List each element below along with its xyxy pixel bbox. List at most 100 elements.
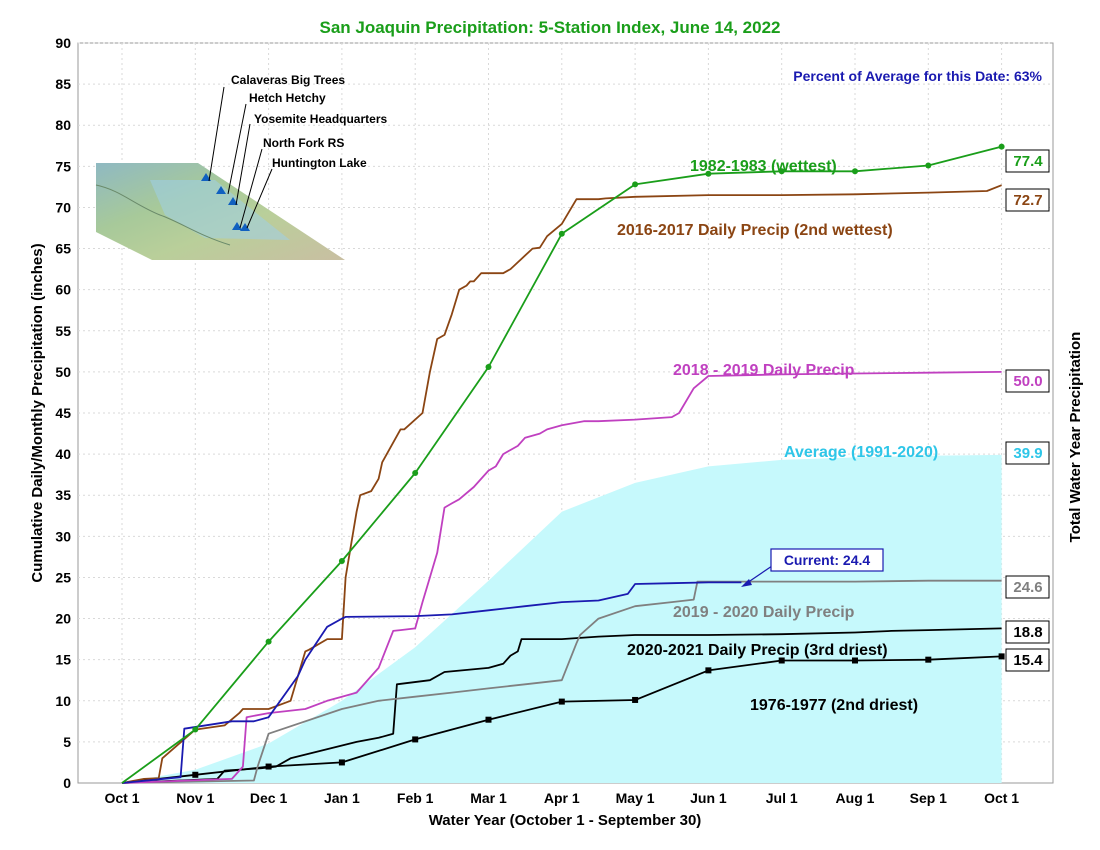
station-label-yosemite: Yosemite Headquarters — [254, 112, 387, 126]
station-label-huntington: Huntington Lake — [272, 156, 367, 170]
series-0-point-1 — [192, 726, 199, 733]
end-value-3: 39.9 — [1013, 445, 1042, 462]
station-label-north-fork: North Fork RS — [263, 136, 344, 150]
end-value-1: 72.7 — [1013, 192, 1042, 209]
series-0-point-9 — [778, 168, 785, 175]
series-label-2018-2019: 2018 - 2019 Daily Precip — [673, 362, 855, 379]
y-axis-right-label: Total Water Year Precipitation — [1067, 332, 1084, 543]
y-tick-75: 75 — [55, 158, 71, 174]
series-0-point-11 — [925, 162, 932, 169]
end-value-box-2 — [1005, 369, 1050, 393]
series-0-point-8 — [705, 170, 712, 177]
end-value-box-1 — [1005, 188, 1050, 212]
end-value-box-3 — [1005, 441, 1050, 465]
series-7-point-10 — [852, 657, 858, 664]
station-pointer-hetch-hetchy — [227, 103, 247, 195]
y-tick-35: 35 — [55, 487, 71, 503]
end-value-0: 77.4 — [1013, 153, 1043, 170]
x-tick-3: Jan 1 — [324, 790, 360, 806]
x-tick-8: Jun 1 — [690, 790, 727, 806]
series-0-point-12 — [998, 143, 1005, 150]
chart-subtitle: Percent of Average for this Date: 63% — [793, 68, 1042, 84]
current-callout-text: Current: 24.4 — [784, 552, 871, 568]
current-callout-box — [770, 548, 884, 572]
x-axis-label: Water Year (October 1 - September 30) — [429, 812, 702, 829]
station-pointer-calaveras — [208, 86, 225, 182]
map-river — [95, 184, 231, 246]
y-tick-90: 90 — [55, 35, 71, 51]
series-7-point-3 — [338, 759, 345, 766]
series-0-point-6 — [558, 230, 565, 237]
end-value-box-5 — [1005, 575, 1050, 599]
x-tick-1: Nov 1 — [176, 790, 214, 806]
series-7-point-8 — [705, 667, 712, 674]
station-label-hetch-hetchy: Hetch Hetchy — [249, 91, 326, 105]
end-value-2: 50.0 — [1013, 373, 1042, 390]
station-label-calaveras: Calaveras Big Trees — [231, 73, 345, 87]
x-tick-11: Sep 1 — [910, 790, 948, 806]
y-tick-40: 40 — [55, 446, 71, 462]
y-tick-70: 70 — [55, 199, 71, 215]
end-value-6: 18.8 — [1013, 624, 1042, 641]
y-tick-65: 65 — [55, 241, 71, 257]
series-7-point-9 — [778, 657, 785, 664]
y-tick-60: 60 — [55, 282, 71, 298]
end-value-box-7 — [1005, 648, 1050, 672]
series-label-2019-2020: 2019 - 2020 Daily Precip — [673, 604, 855, 621]
series-label-1982-1983: 1982-1983 (wettest) — [690, 158, 837, 175]
series-0-point-3 — [338, 558, 345, 564]
series-line-6 — [121, 627, 1002, 784]
y-tick-55: 55 — [55, 323, 71, 339]
series-line-1 — [121, 184, 1002, 784]
station-map-inset: Calaveras Big Trees Hetch Hetchy Yosemit… — [95, 73, 387, 260]
station-marker-calaveras — [201, 173, 211, 181]
y-tick-15: 15 — [55, 652, 71, 668]
station-marker-yosemite — [228, 197, 238, 205]
series-label-average: Average (1991-2020) — [784, 444, 938, 461]
series-0-point-4 — [412, 470, 419, 477]
x-tick-12: Oct 1 — [984, 790, 1019, 806]
end-value-5: 24.6 — [1013, 579, 1042, 596]
series-lines — [121, 143, 1005, 784]
x-tick-9: Jul 1 — [766, 790, 798, 806]
y-tick-10: 10 — [55, 693, 71, 709]
end-value-box-0 — [1005, 149, 1050, 173]
y-tick-0: 0 — [63, 775, 71, 791]
y-tick-45: 45 — [55, 405, 71, 421]
y-axis-label: Cumulative Daily/Monthly Precipitation (… — [29, 243, 46, 582]
series-7-point-12 — [998, 653, 1005, 660]
station-pointer-north-fork — [239, 148, 263, 229]
y-tick-50: 50 — [55, 364, 71, 380]
x-tick-0: Oct 1 — [104, 790, 139, 806]
station-marker-north-fork — [232, 222, 242, 230]
series-label-2016-2017: 2016-2017 Daily Precip (2nd wettest) — [617, 222, 893, 239]
series-label-2020-2021: 2020-2021 Daily Precip (3rd driest) — [627, 642, 888, 659]
average-area — [122, 454, 1002, 783]
series-0-point-2 — [265, 638, 272, 645]
chart-title: San Joaquin Precipitation: 5-Station Ind… — [319, 18, 780, 37]
station-marker-hetch-hetchy — [216, 186, 226, 194]
x-tick-5: Mar 1 — [470, 790, 507, 806]
series-line-4 — [121, 581, 742, 784]
series-label-1976-1977: 1976-1977 (2nd driest) — [750, 697, 918, 714]
x-tick-4: Feb 1 — [397, 790, 434, 806]
average-fill — [122, 454, 1002, 783]
series-7-point-1 — [192, 771, 199, 778]
y-tick-85: 85 — [55, 76, 71, 92]
current-callout: Current: 24.4 — [741, 548, 884, 587]
x-tick-2: Dec 1 — [250, 790, 288, 806]
series-7-point-4 — [412, 736, 419, 743]
end-value-7: 15.4 — [1013, 652, 1043, 669]
y-tick-20: 20 — [55, 611, 71, 627]
end-value-box-6 — [1005, 620, 1050, 644]
current-callout-arrowhead — [741, 579, 752, 587]
series-0-point-10 — [852, 168, 858, 175]
station-marker-huntington — [240, 223, 250, 231]
y-tick-25: 25 — [55, 569, 71, 585]
axis-ticks: 0 5 10 15 20 25 30 35 40 45 50 55 60 65 70 75 80 85 90 Oct … — [55, 35, 1019, 806]
series-line-2 — [121, 371, 1002, 784]
station-pointer-huntington — [246, 168, 273, 229]
y-tick-5: 5 — [63, 734, 71, 750]
series-7-point-11 — [925, 656, 932, 663]
